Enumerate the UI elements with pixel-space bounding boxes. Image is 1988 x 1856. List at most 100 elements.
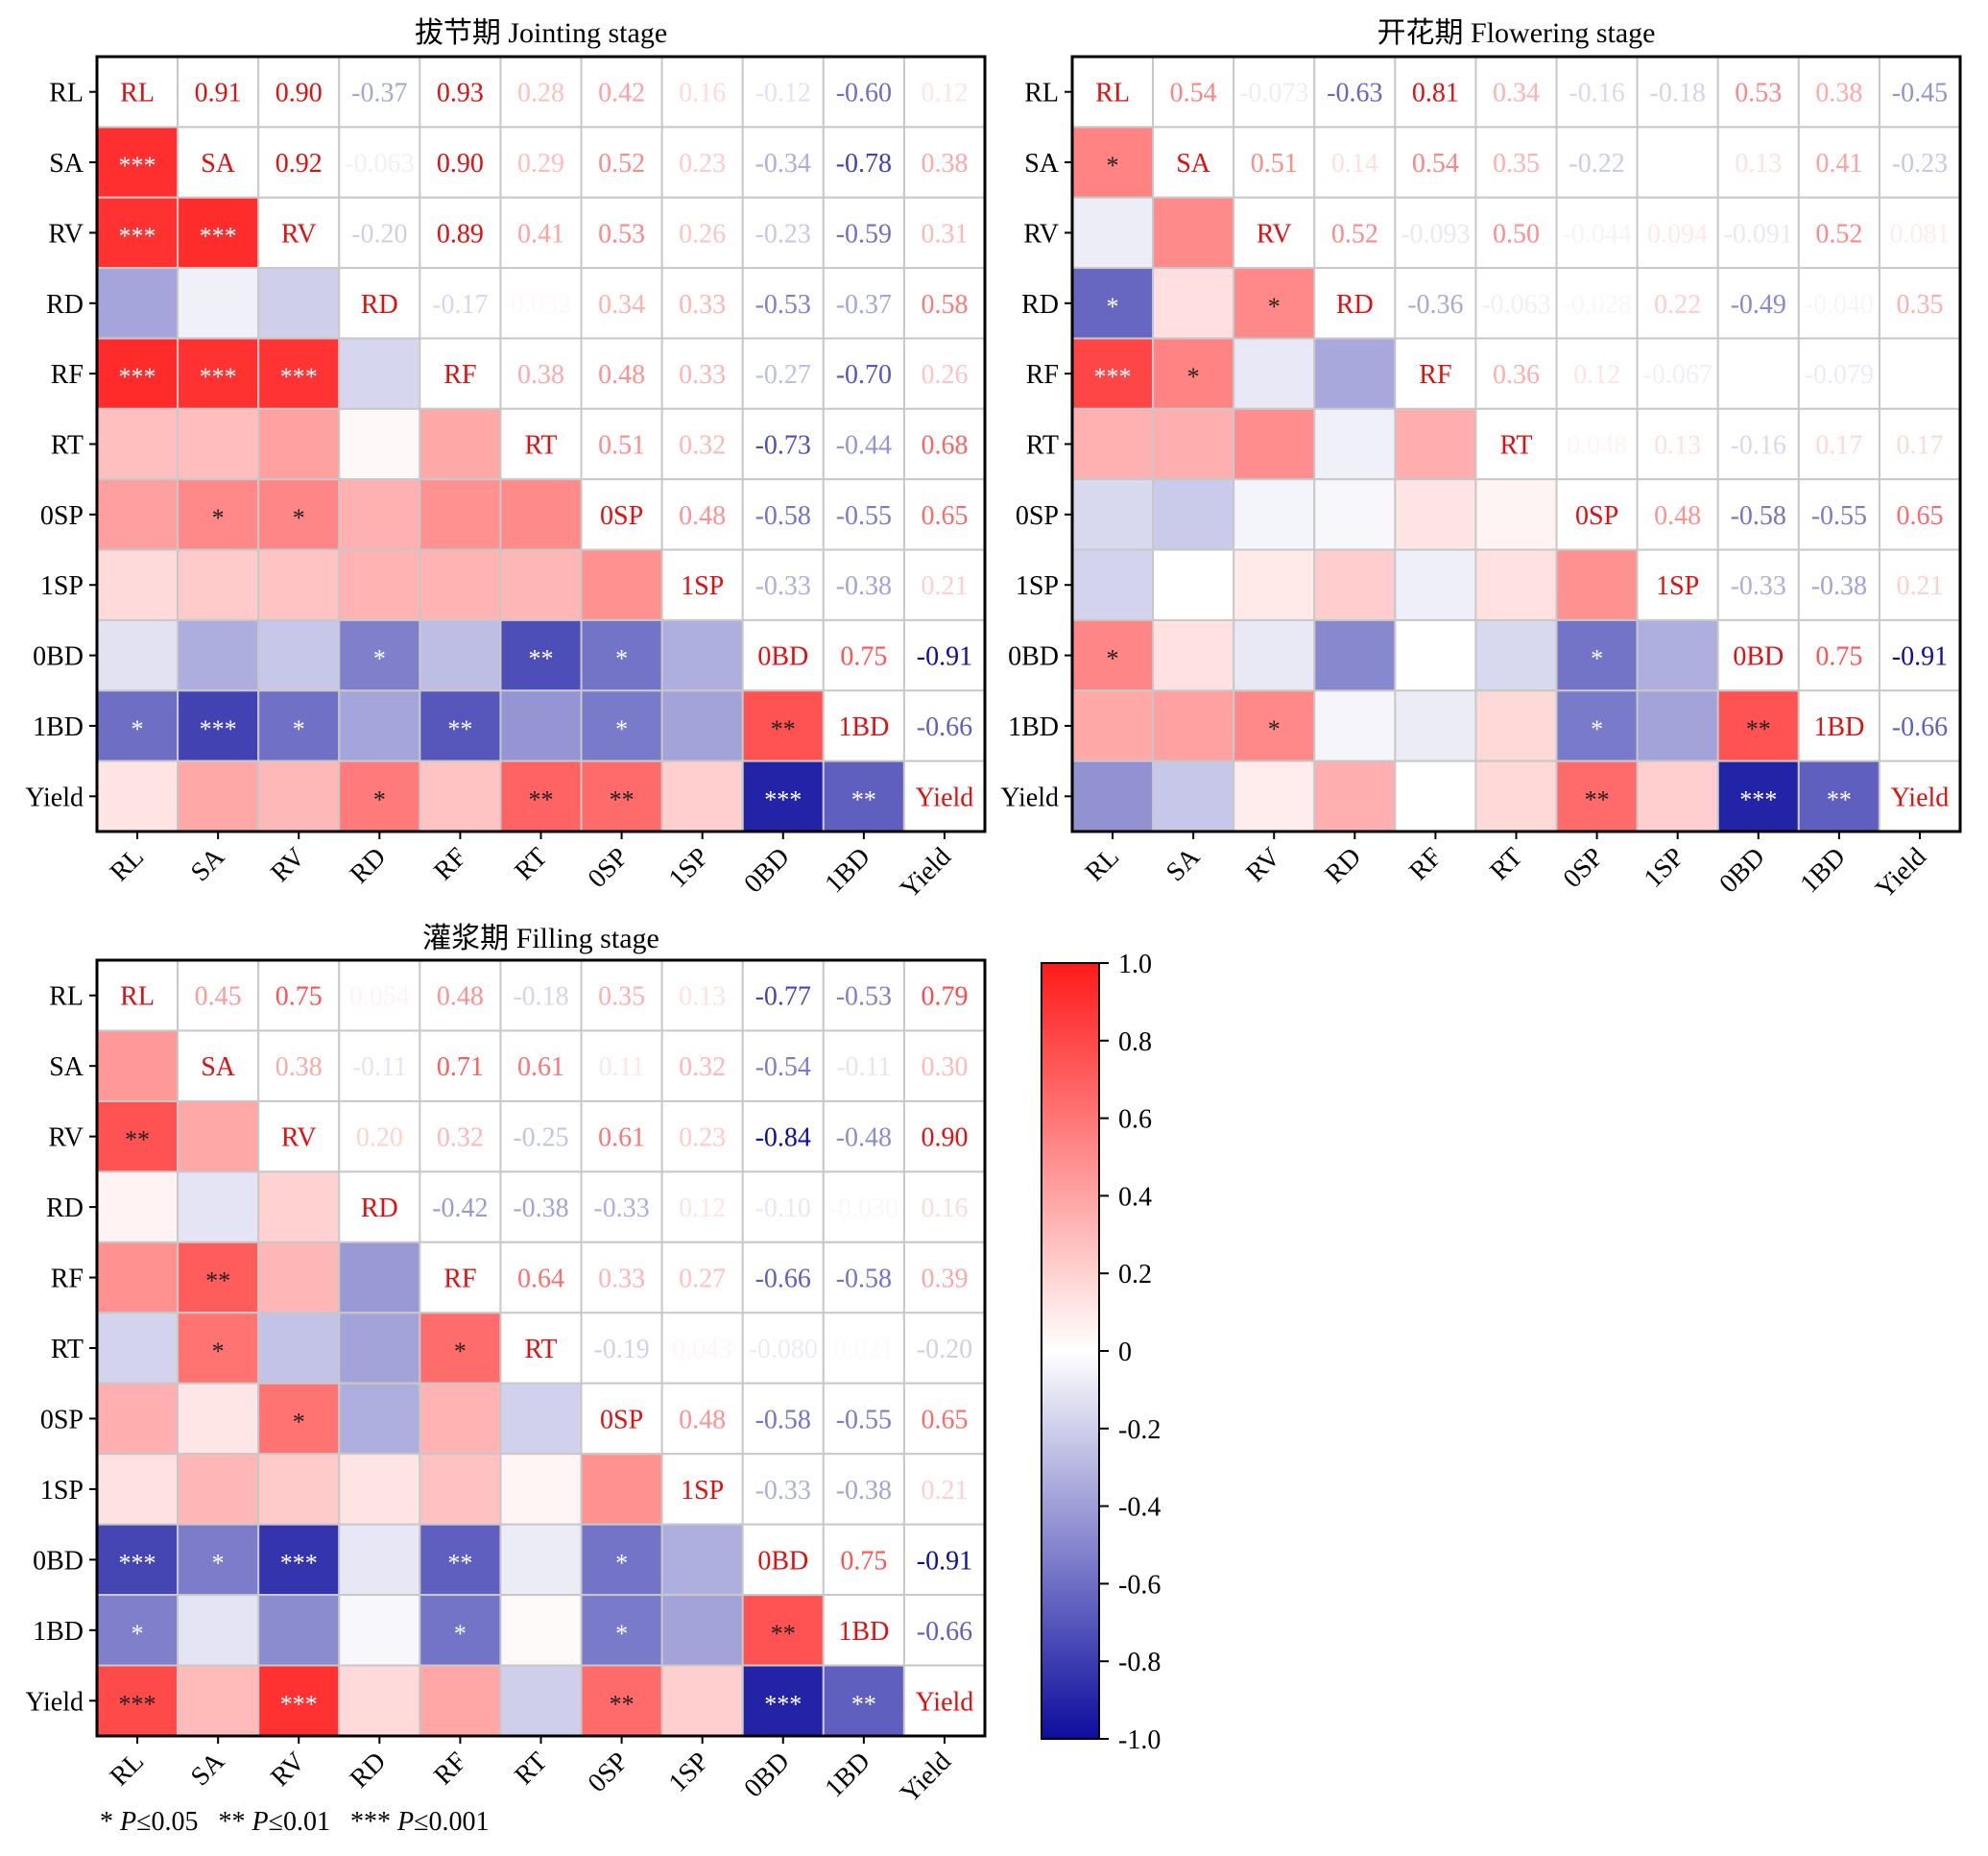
correlation-value: -0.091 — [1724, 219, 1793, 249]
correlation-value: 0.11 — [599, 1052, 645, 1082]
correlation-value: 0.65 — [921, 1405, 968, 1434]
correlation-value: 0.79 — [921, 982, 968, 1012]
x-tick-label: RD — [1320, 842, 1367, 889]
heatmap-cell — [96, 1312, 180, 1385]
correlation-value: 0.41 — [517, 219, 564, 249]
correlation-value: -0.18 — [513, 982, 568, 1012]
heatmap-cell — [257, 1453, 341, 1526]
heatmap-cell — [822, 1099, 905, 1173]
correlation-value: -0.54 — [755, 1052, 811, 1082]
heatmap-cell — [1555, 478, 1639, 551]
heatmap-cell — [96, 1099, 180, 1173]
correlation-value: 0.21 — [921, 571, 968, 601]
heatmap-cell — [1797, 618, 1880, 692]
diagonal-label: RT — [524, 431, 557, 461]
correlation-value: 0.12 — [921, 79, 968, 108]
heatmap-cell — [257, 1382, 341, 1456]
x-tick-label: Yield — [895, 1747, 957, 1809]
heatmap-cell — [257, 759, 341, 832]
significance-stars: ** — [771, 715, 796, 743]
heatmap-cell — [499, 1312, 583, 1385]
diagonal-label: RF — [443, 360, 476, 390]
heatmap-cell — [1233, 759, 1316, 832]
panel-title: 开花期 Flowering stage — [1377, 17, 1656, 49]
heatmap-cell — [741, 407, 825, 481]
y-tick-label: Yield — [1000, 783, 1059, 812]
correlation-value: -0.48 — [836, 1123, 892, 1153]
diagonal-label: 0SP — [600, 1405, 643, 1434]
correlation-value: 0.53 — [598, 219, 645, 249]
correlation-value: 0.38 — [517, 360, 564, 390]
heatmap-cell — [499, 1241, 583, 1314]
heatmap-cell — [660, 1099, 744, 1173]
correlation-value: 0.90 — [921, 1123, 968, 1153]
significance-stars: *** — [119, 1549, 156, 1577]
heatmap-cell — [822, 267, 905, 340]
diagonal-label: 0BD — [757, 642, 808, 672]
footnote-level-2: ≤0.01 — [268, 1807, 330, 1837]
significance-stars: * — [1107, 152, 1119, 180]
correlation-value: 0.38 — [275, 1052, 323, 1082]
heatmap-cell — [419, 1029, 502, 1102]
heatmap-cell — [1555, 126, 1639, 199]
heatmap-cell — [1071, 689, 1155, 762]
heatmap-cell — [177, 1594, 260, 1667]
heatmap-cell — [177, 1170, 260, 1243]
correlation-value: -0.91 — [917, 1546, 972, 1576]
correlation-value: -0.38 — [513, 1193, 568, 1223]
heatmap-cell — [1636, 618, 1719, 692]
heatmap-cell — [741, 1664, 825, 1737]
correlation-value: 0.35 — [598, 982, 645, 1012]
heatmap-cell — [96, 126, 180, 199]
correlation-value: -0.34 — [755, 149, 811, 179]
heatmap-cell — [96, 689, 180, 762]
y-tick-label: Yield — [25, 1687, 84, 1717]
x-tick-label: RF — [428, 842, 472, 886]
heatmap-cell — [580, 1594, 663, 1667]
correlation-value: 0.71 — [437, 1052, 484, 1082]
heatmap-cell — [1313, 337, 1397, 410]
heatmap-cell — [96, 478, 180, 551]
heatmap-cell — [419, 1664, 502, 1737]
heatmap-cell — [499, 689, 583, 762]
heatmap-cell — [1474, 759, 1558, 832]
correlation-value: -0.53 — [836, 982, 892, 1012]
x-tick-label: SA — [1161, 841, 1207, 887]
heatmap-cell — [580, 1241, 663, 1314]
correlation-value: 0.38 — [921, 149, 968, 179]
correlation-value: -0.063 — [1481, 290, 1550, 320]
correlation-value: -0.38 — [836, 571, 892, 601]
heatmap-cell — [822, 56, 905, 129]
x-tick-label: 0SP — [583, 1747, 635, 1798]
heatmap-cell — [1474, 618, 1558, 692]
significance-stars: * — [615, 715, 628, 743]
footnote-p-2: P — [251, 1807, 269, 1837]
correlation-value: -0.84 — [755, 1123, 811, 1153]
diagonal-label: 1BD — [838, 1617, 889, 1647]
x-tick-label: RV — [1240, 842, 1286, 888]
diagonal-label: RL — [1095, 79, 1130, 108]
correlation-value: -0.23 — [755, 219, 811, 249]
heatmap-cell — [1555, 267, 1639, 340]
footnote-star-1: * — [100, 1807, 120, 1837]
heatmap-cell — [1233, 407, 1316, 481]
heatmap-cell — [338, 478, 421, 551]
heatmap-cell — [257, 126, 341, 199]
y-tick-label: RD — [46, 1193, 84, 1223]
heatmap-cell — [902, 689, 987, 762]
heatmap-cell — [257, 1523, 341, 1597]
correlation-value: 0.34 — [1493, 79, 1540, 108]
correlation-value: -0.27 — [755, 360, 811, 390]
heatmap-cell — [419, 1453, 502, 1526]
heatmap-cell — [580, 267, 663, 340]
heatmap-cell — [902, 1594, 987, 1667]
correlation-value: 0.41 — [1815, 149, 1862, 179]
heatmap-cell — [338, 618, 421, 692]
correlation-value: 0.33 — [598, 1265, 645, 1294]
y-tick-label: RL — [1024, 79, 1059, 108]
x-tick-label: 0SP — [1558, 842, 1610, 894]
correlation-value: 0.90 — [437, 149, 484, 179]
heatmap-cell — [1233, 618, 1316, 692]
heatmap-cell — [96, 1241, 180, 1314]
heatmap-cell — [741, 126, 825, 199]
